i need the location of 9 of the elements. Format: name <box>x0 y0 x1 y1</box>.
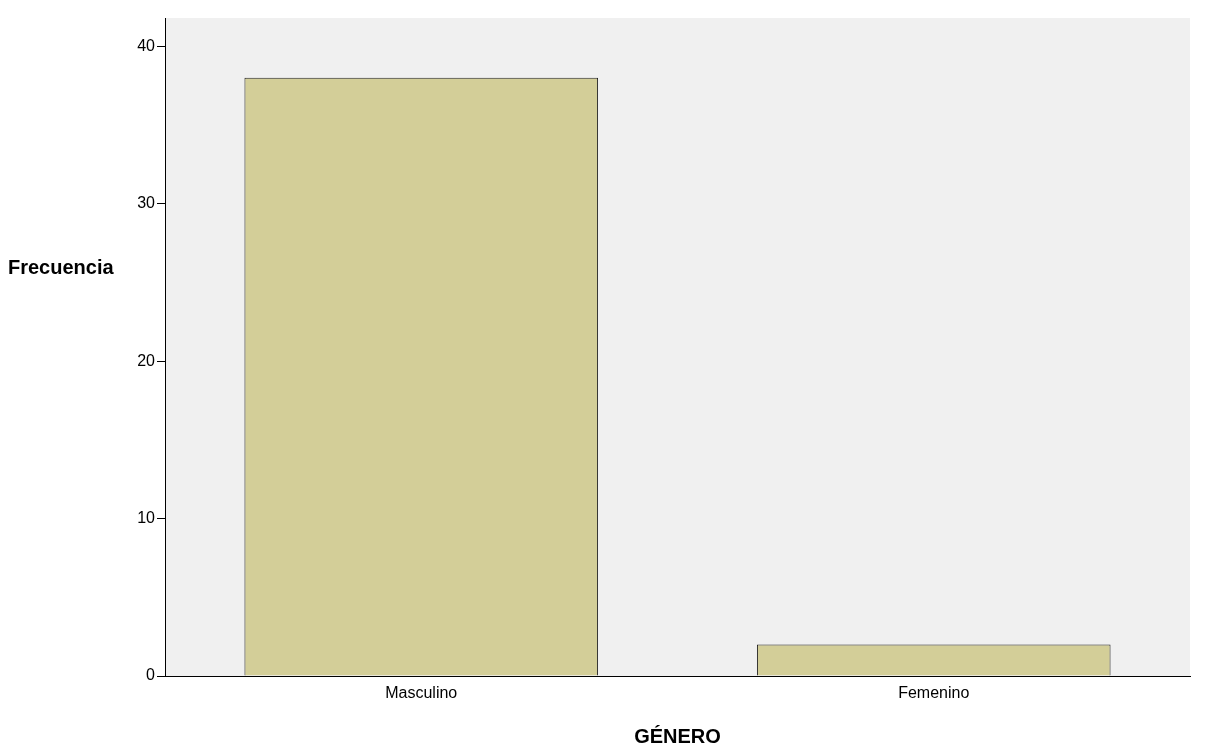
y-tick-label: 10 <box>137 508 156 526</box>
y-tick-label: 40 <box>137 36 156 54</box>
y-axis-title: Frecuencia <box>8 256 114 279</box>
x-axis-title: GÉNERO <box>634 724 721 747</box>
x-tick-label: Femenino <box>898 684 970 702</box>
y-tick-label: 30 <box>137 194 156 212</box>
x-tick-label: Masculino <box>385 684 458 702</box>
y-tick-label: 0 <box>146 666 156 684</box>
y-tick-label: 20 <box>137 351 156 369</box>
